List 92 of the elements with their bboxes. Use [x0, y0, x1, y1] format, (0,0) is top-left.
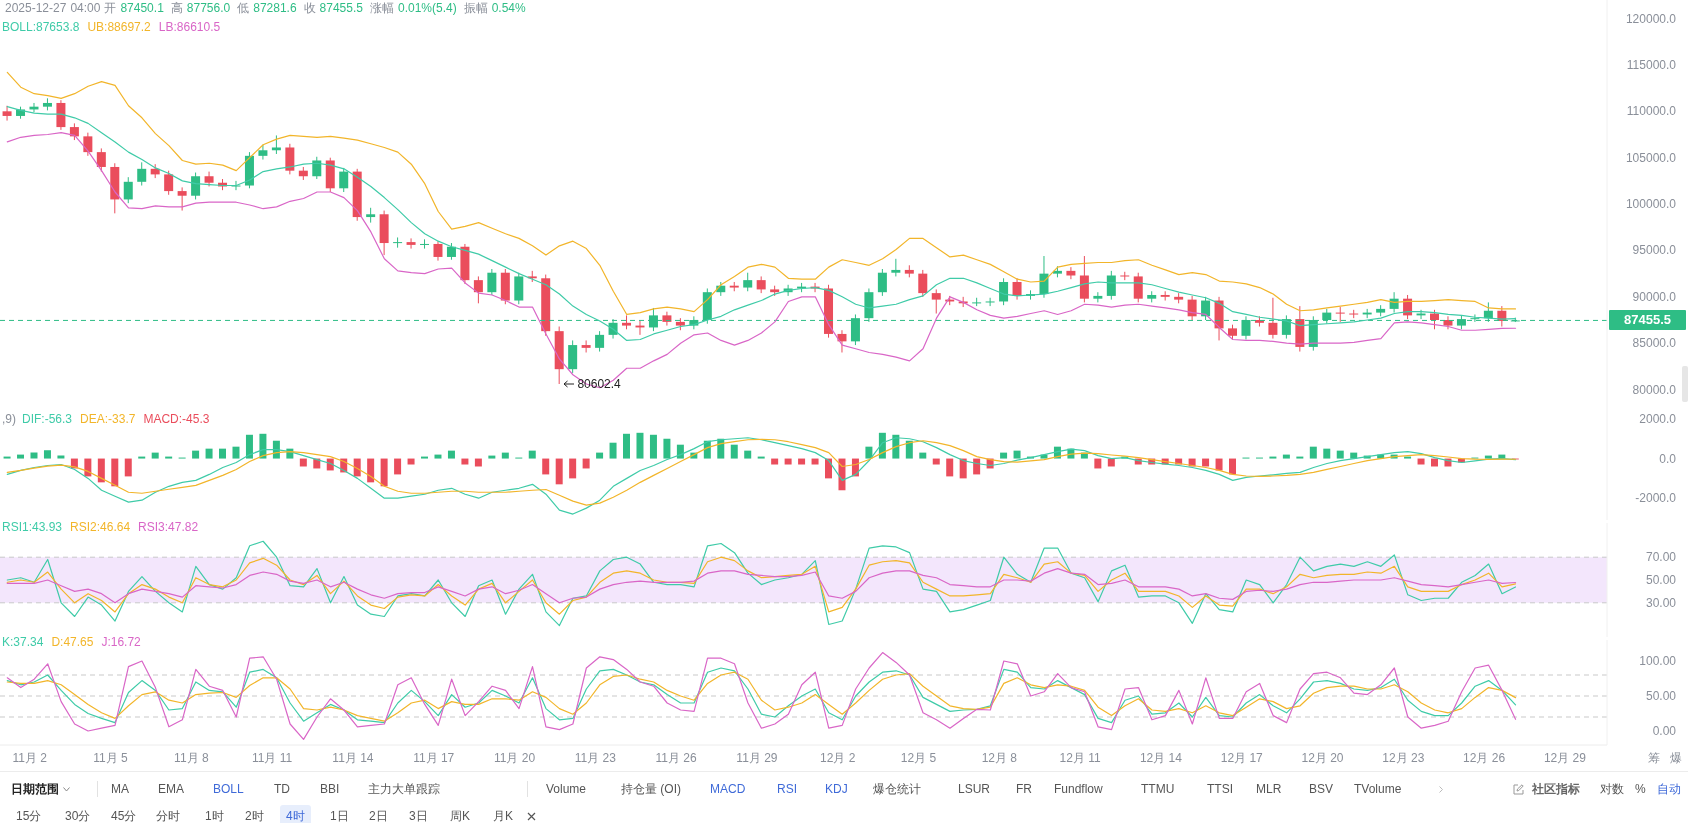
x-tick-label: 11月 26: [655, 750, 698, 765]
text: MA: [111, 781, 129, 797]
x-tick-label: 12月 5: [900, 750, 937, 765]
text: 月K: [493, 808, 514, 823]
text: BOLL: [213, 781, 244, 797]
x-tick-label: 12月 2: [820, 750, 856, 765]
text: 15分: [16, 808, 42, 823]
text: BBI: [320, 781, 340, 797]
chart-title: 2025-12-27 04:00 开 87450.1 高 87756.0 低 87281.6 收 87455.5 涨幅 0.01%(5.4) 振幅 0.54%: [5, 1, 526, 15]
x-tick-label: 11月 23: [574, 750, 617, 765]
y-tick-label: 50.00: [1645, 689, 1677, 703]
x-tick-label: 11月 14: [332, 750, 374, 765]
text: Fundflow: [1054, 781, 1103, 797]
text: %: [1635, 781, 1646, 797]
series-label: J:16.72: [101, 635, 141, 649]
y-tick-label: 70.00: [1645, 550, 1677, 565]
x-tick-label: 12月 29: [1543, 750, 1587, 765]
text: 社区指标: [1532, 781, 1580, 797]
text: DIF:-56.3: [22, 412, 73, 426]
text: 1时: [205, 808, 224, 823]
text: BOLL:87653.8: [2, 20, 80, 34]
y-tick-label: -2000.0: [1635, 491, 1677, 506]
text: RSI: [777, 781, 798, 797]
text: EMA: [158, 781, 185, 797]
text: FR: [1016, 781, 1032, 797]
text: TTSI: [1207, 781, 1233, 797]
text: MACD: [710, 781, 746, 797]
x-tick-label: 11月 11: [252, 750, 293, 765]
y-tick-label: 30.00: [1645, 595, 1677, 610]
series-label: MACD:-45.3: [143, 412, 210, 426]
text: KDJ: [825, 781, 848, 797]
x-tick-label: 12月 20: [1301, 750, 1344, 765]
text: RSI2:46.64: [70, 520, 131, 534]
text: 2时: [245, 808, 264, 823]
text: Volume: [546, 781, 587, 797]
text: 周K: [450, 808, 471, 823]
y-tick-label: 0.00: [1652, 724, 1677, 738]
x-tick-label: 11月 2: [12, 750, 48, 765]
y-tick-label: 90000.0: [1632, 289, 1677, 304]
text: 爆仓统计: [873, 781, 921, 797]
text: K:37.34: [2, 635, 44, 649]
y-tick-label: 115000.0: [1626, 57, 1677, 72]
y-tick-label: 120000.0: [1625, 11, 1677, 26]
y-tick-label: 2000.0: [1639, 411, 1677, 426]
y-tick-label: 85000.0: [1632, 336, 1677, 351]
text: LB:86610.5: [158, 20, 221, 34]
text: BSV: [1309, 781, 1334, 797]
text: UB:88697.2: [87, 20, 151, 34]
x-tick-label: 12月 17: [1220, 750, 1264, 765]
y-tick-label: 80000.0: [1632, 382, 1677, 397]
text: D:47.65: [51, 635, 94, 649]
text: 筹: [1648, 750, 1660, 766]
y-tick-label: 50.00: [1645, 573, 1677, 587]
x-tick-label: 12月 8: [981, 750, 1018, 765]
x-tick-label: 12月 26: [1463, 750, 1506, 765]
y-tick-label: 110000.0: [1626, 104, 1677, 119]
text: DEA:-33.7: [80, 412, 136, 426]
text: 1日: [330, 808, 349, 823]
text: 自动: [1657, 781, 1681, 797]
x-tick-label: 11月 29: [736, 750, 778, 765]
text: 对数: [1600, 781, 1624, 797]
text: TD: [274, 781, 290, 797]
x-tick-label: 11月 5: [93, 750, 129, 765]
x-tick-label: 12月 14: [1139, 750, 1183, 765]
text: 30分: [65, 808, 91, 823]
text: 日期范围: [11, 781, 59, 797]
ref-line-label: 87455.5: [1609, 310, 1686, 331]
y-tick-label: 0.0: [1659, 451, 1677, 466]
text: 3日: [409, 808, 428, 823]
x-tick-label: 12月 23: [1382, 750, 1425, 765]
x-tick-label: 11月 17: [413, 750, 455, 765]
text: RSI3:47.82: [138, 520, 199, 534]
text: TVolume: [1354, 781, 1402, 797]
y-tick-label: 100.00: [1639, 654, 1677, 668]
y-tick-label: 100000.0: [1625, 197, 1677, 212]
text: 2日: [369, 808, 388, 823]
y-tick-label: 95000.0: [1632, 243, 1677, 258]
text: TTMU: [1141, 781, 1175, 797]
x-tick-label: 11月 8: [174, 750, 209, 765]
text: 爆: [1670, 750, 1682, 766]
y-tick-label: 105000.0: [1625, 150, 1677, 165]
text: 分时: [156, 808, 180, 823]
text: 主力大单跟踪: [368, 781, 440, 797]
x-tick-label: 11月 20: [493, 750, 536, 765]
text: RSI1:43.93: [2, 520, 63, 534]
text: LSUR: [958, 781, 991, 797]
text: 45分: [111, 808, 137, 823]
x-tick-label: 12月 11: [1059, 750, 1102, 765]
text: 持仓量 (OI): [621, 781, 681, 797]
chart-title: ,9): [2, 412, 17, 426]
text: MLR: [1256, 781, 1282, 797]
text: 4时: [280, 805, 311, 823]
